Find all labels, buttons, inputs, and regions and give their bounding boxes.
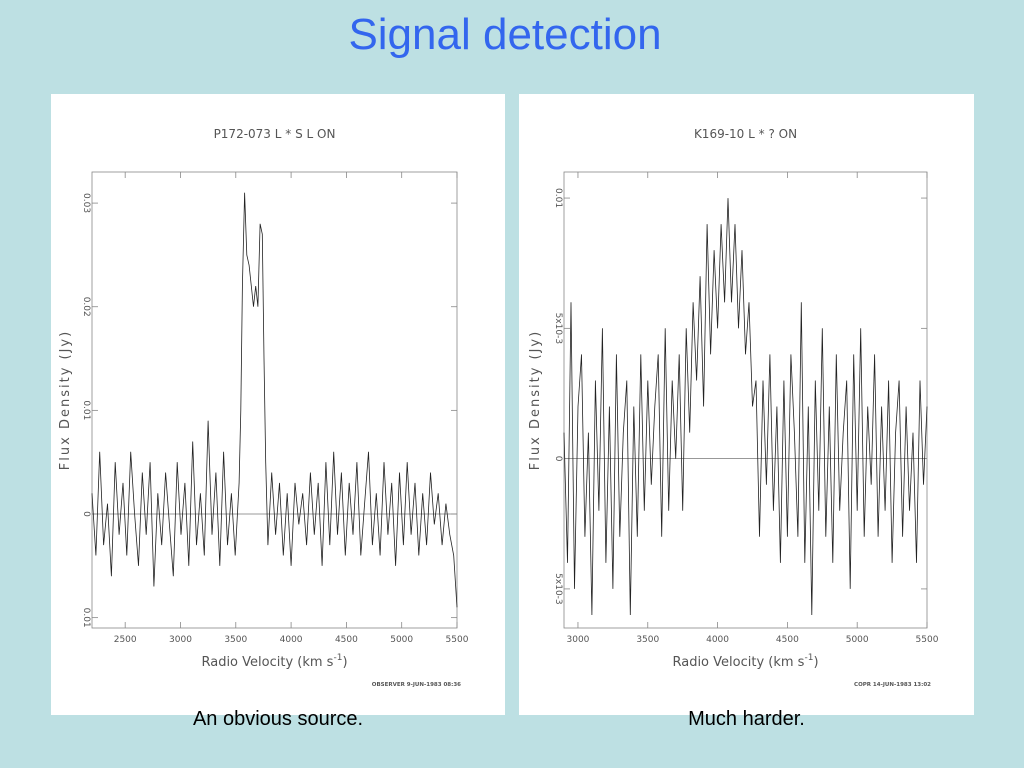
caption-left: An obvious source.	[192, 708, 364, 730]
chart-footer: OBSERVER 9-JUN-1983 08:36	[372, 682, 461, 688]
x-axis-label-close: )	[342, 655, 347, 670]
x-tick-label: 3500	[224, 635, 247, 645]
x-tick-label: 3500	[636, 635, 659, 645]
x-tick-label: 5500	[446, 635, 469, 645]
y-tick-label: 5x10-3	[553, 313, 563, 344]
x-tick-label: 3000	[169, 635, 192, 645]
x-axis-label-main: Radio Velocity (km s	[201, 655, 333, 670]
y-axis-label: Flux Density (Jy)	[528, 330, 543, 470]
chart-title: K169-10 L * ? ON	[694, 127, 797, 141]
x-tick-label: 5500	[916, 635, 939, 645]
series-line	[91, 192, 458, 608]
y-axis-label: Flux Density (Jy)	[58, 330, 73, 470]
y-tick-label: 0.02	[81, 297, 91, 317]
spectrum-chart-left: P172-073 L * S L ON 2500 3000 3500 4000 4500 5…	[58, 127, 469, 688]
y-tick-label: 0.03	[81, 193, 91, 213]
x-axis-label-main: Radio Velocity (km s	[672, 655, 804, 670]
chart-panel-right: K169-10 L * ? ON 3000 3500 4000 4500 5000 5500…	[519, 94, 974, 715]
x-axis-label-sup: -1	[804, 653, 813, 663]
x-tick-label: 4500	[335, 635, 358, 645]
x-tick-label: 3000	[567, 635, 590, 645]
x-tick-label: 5000	[846, 635, 869, 645]
y-tick-label: 0.01	[553, 188, 563, 208]
series-line	[563, 198, 928, 616]
x-tick-label: 4500	[776, 635, 799, 645]
x-tick-label: 2500	[114, 635, 137, 645]
y-tick-label: 0.01	[81, 400, 91, 420]
chart-footer: COPR 14-JUN-1983 13:02	[854, 682, 931, 688]
spectrum-chart-right: K169-10 L * ? ON 3000 3500 4000 4500 5000 5500…	[528, 127, 939, 688]
y-tick-label: 5x10-3	[553, 573, 563, 604]
x-axis-label-sup: -1	[333, 653, 342, 663]
y-tick-label: 0	[81, 511, 91, 517]
x-tick-label: 4000	[706, 635, 729, 645]
slide-title: Signal detection	[348, 10, 662, 59]
chart-title: P172-073 L * S L ON	[214, 127, 336, 141]
x-tick-label: 5000	[390, 635, 413, 645]
x-tick-label: 4000	[280, 635, 303, 645]
x-axis-label: Radio Velocity (km s-1)	[672, 653, 818, 670]
chart-panel-left: P172-073 L * S L ON 2500 3000 3500 4000 4500 5…	[51, 94, 505, 715]
y-tick-label: 0.01	[81, 608, 91, 628]
y-tick-label: 0	[553, 456, 563, 462]
plot-frame	[563, 171, 928, 629]
caption-right: Much harder.	[688, 708, 805, 730]
x-axis-label: Radio Velocity (km s-1)	[201, 653, 347, 670]
plot-frame	[91, 171, 458, 629]
x-axis-label-close: )	[813, 655, 818, 670]
